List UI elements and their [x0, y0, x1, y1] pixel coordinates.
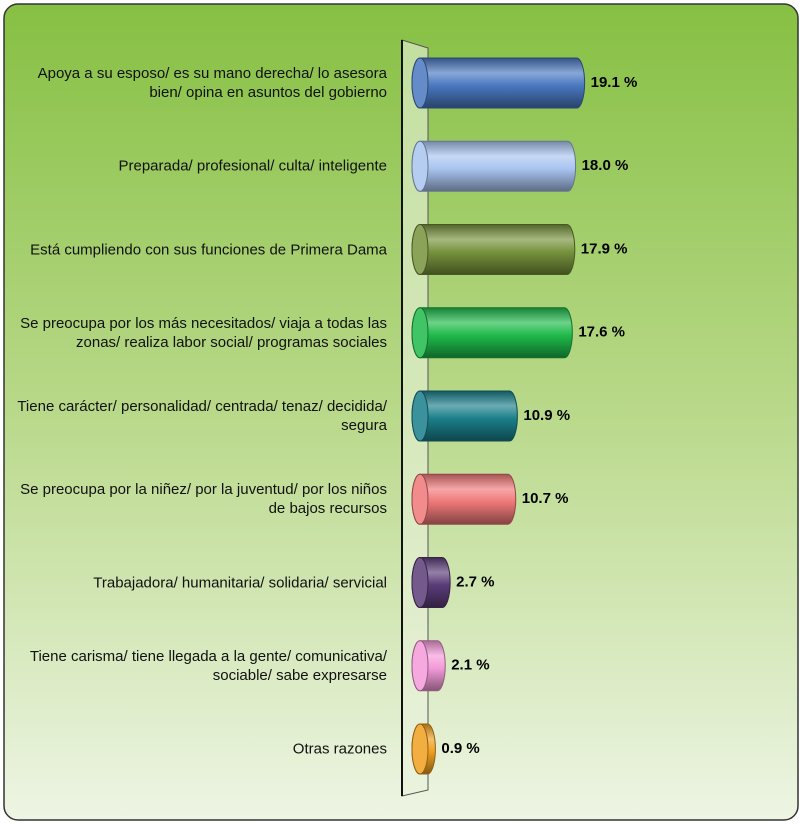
value-label: 10.7 % — [522, 490, 569, 507]
bar-cap — [411, 723, 429, 775]
category-label: Apoya a su esposo/ es su mano derecha/ l… — [37, 65, 387, 101]
bar — [411, 57, 586, 109]
category-label: Preparada/ profesional/ culta/ inteligen… — [118, 157, 387, 175]
bar-cap — [411, 640, 429, 692]
value-label: 18.0 % — [582, 157, 629, 174]
value-label: 17.6 % — [578, 324, 625, 341]
value-label: 2.7 % — [456, 573, 494, 590]
category-label: Tiene carácter/ personalidad/ centrada/ … — [17, 398, 387, 434]
value-label: 19.1 % — [591, 74, 638, 91]
bar-cap — [411, 224, 429, 275]
bar-cap — [411, 557, 429, 608]
category-label: Se preocupa por los más necesitados/ via… — [20, 314, 387, 351]
value-label: 17.9 % — [581, 240, 628, 257]
category-label: Está cumpliendo con sus funciones de Pri… — [30, 241, 387, 258]
bar — [411, 224, 576, 275]
bar — [411, 140, 577, 192]
category-label: Otras razones — [292, 740, 387, 758]
category-label: Trabajadora/ humanitaria/ solidaria/ ser… — [93, 574, 387, 591]
category-label: Se preocupa por la niñez/ por la juventu… — [20, 481, 387, 518]
value-label: 10.9 % — [523, 407, 570, 424]
bar-cap — [411, 390, 429, 442]
bar — [411, 307, 573, 359]
value-label: 0.9 % — [441, 740, 479, 757]
bar-cap — [411, 473, 429, 525]
value-label: 2.1 % — [451, 657, 489, 674]
bar-cap — [411, 140, 429, 192]
bar-cap — [411, 307, 429, 359]
category-label: Tiene carisma/ tiene llegada a la gente/… — [29, 647, 387, 684]
bar-cap — [411, 57, 429, 109]
